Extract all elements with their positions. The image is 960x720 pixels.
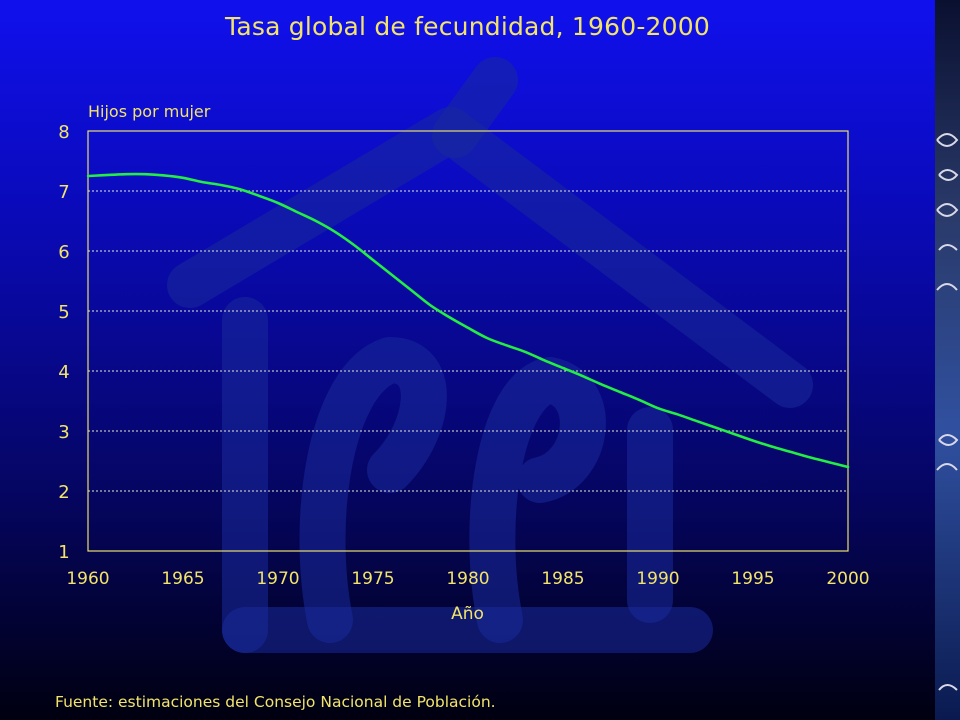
source-note: Fuente: estimaciones del Consejo Naciona… — [55, 693, 496, 711]
x-tick-label: 1965 — [161, 569, 204, 589]
x-tick-labels: 1960 1965 1970 1975 1980 1985 1990 1995 2000 — [66, 569, 869, 589]
y-tick-label: 6 — [58, 242, 69, 263]
x-tick-label: 1995 — [731, 569, 774, 589]
chart-canvas: 1 2 3 4 5 6 7 8 1960 1965 1970 1975 1980 1985 1990 199… — [58, 57, 870, 653]
y-tick-label: 3 — [58, 422, 69, 443]
x-tick-label: 1980 — [446, 569, 489, 589]
x-axis-label: Año — [451, 604, 484, 624]
y-tick-label: 1 — [58, 542, 69, 563]
gridlines — [88, 190, 848, 492]
plot-area-frame — [87, 130, 849, 552]
watermark-house — [167, 57, 813, 653]
x-tick-label: 1975 — [351, 569, 394, 589]
x-tick-label: 2000 — [826, 569, 869, 589]
wave-pattern-icon — [935, 0, 960, 720]
chart-title: Tasa global de fecundidad, 1960-2000 — [225, 12, 710, 41]
decorative-side-strip — [935, 0, 960, 720]
x-tick-label: 1990 — [636, 569, 679, 589]
x-tick-label: 1985 — [541, 569, 584, 589]
y-tick-label: 8 — [58, 122, 69, 143]
y-tick-label: 5 — [58, 302, 69, 323]
y-tick-label: 7 — [58, 182, 69, 203]
x-tick-label: 1960 — [66, 569, 109, 589]
y-tick-label: 2 — [58, 482, 69, 503]
x-tick-label: 1970 — [256, 569, 299, 589]
y-tick-label: 4 — [58, 362, 69, 383]
y-tick-labels: 1 2 3 4 5 6 7 8 — [58, 122, 69, 563]
series-line-fertility — [86, 172, 850, 469]
y-axis-label: Hijos por mujer — [88, 102, 211, 121]
